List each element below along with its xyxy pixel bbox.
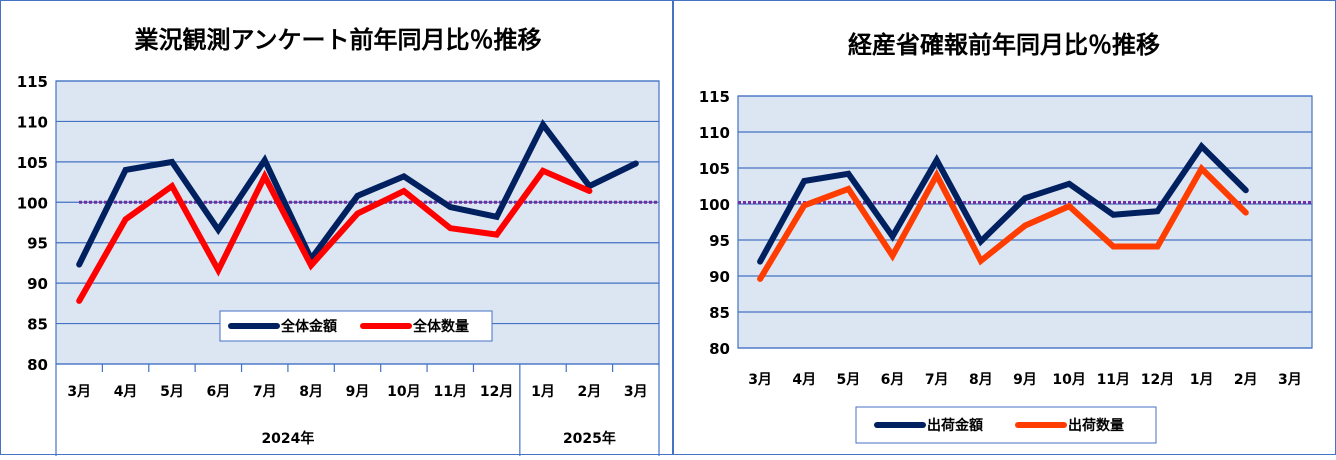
x-tick-label: 8月 xyxy=(969,372,993,388)
x-tick-label: 3月 xyxy=(624,384,648,400)
y-tick-label: 105 xyxy=(17,154,48,172)
x-tick-label: 3月 xyxy=(748,372,772,388)
x-tick-label: 2月 xyxy=(578,384,602,400)
chart-title: 業況観測アンケート前年同月比％推移 xyxy=(134,26,541,54)
left-chart: 業況観測アンケート前年同月比％推移 80 85 90 95 100 105 110 115 3月… xyxy=(17,26,660,456)
x-tick-label: 8月 xyxy=(299,384,323,400)
y-tick-label: 100 xyxy=(699,196,730,214)
legend-label-series-2: 全体数量 xyxy=(412,318,469,335)
x-tick-label: 7月 xyxy=(925,372,949,388)
plot-area xyxy=(737,95,1313,349)
x-tick-label: 1月 xyxy=(531,384,555,400)
y-tick-label: 90 xyxy=(27,275,48,293)
right-chart-panel: 経産省確報前年同月比％推移 80 85 90 95 100 105 110 115 3月 4月 5月… xyxy=(673,0,1336,455)
y-tick-label: 110 xyxy=(17,113,48,131)
x-tick-label: 5月 xyxy=(160,384,184,400)
y-tick-label: 90 xyxy=(709,268,730,286)
y-tick-label: 105 xyxy=(699,160,730,178)
year-group-label: 2025年 xyxy=(563,430,616,447)
x-tick-label: 11月 xyxy=(1097,372,1130,388)
x-tick-label: 4月 xyxy=(114,384,138,400)
y-tick-label: 95 xyxy=(27,235,48,253)
y-tick-label: 95 xyxy=(709,232,730,250)
x-tick-label: 11月 xyxy=(434,384,467,400)
y-tick-label: 110 xyxy=(699,124,730,142)
x-tick-label: 3月 xyxy=(67,384,91,400)
x-tick-label: 10月 xyxy=(1052,372,1085,388)
x-tick-label: 12月 xyxy=(1141,372,1174,388)
left-chart-panel: 業況観測アンケート前年同月比％推移 80 85 90 95 100 105 110 115 3月… xyxy=(0,0,673,456)
right-chart: 経産省確報前年同月比％推移 80 85 90 95 100 105 110 115 3月 4月 5月… xyxy=(699,31,1313,444)
y-tick-label: 85 xyxy=(27,316,48,334)
y-tick-label: 85 xyxy=(709,304,730,322)
legend: 出荷金額 出荷数量 xyxy=(855,406,1157,444)
series-line-1 xyxy=(757,141,1249,265)
x-tick-label: 3月 xyxy=(1278,372,1302,388)
x-tick-label: 10月 xyxy=(387,384,420,400)
legend: 全体金額 全体数量 xyxy=(219,310,493,342)
x-tick-label: 2月 xyxy=(1234,372,1258,388)
x-tick-label: 7月 xyxy=(253,384,277,400)
y-tick-label: 100 xyxy=(17,194,48,212)
y-tick-label: 115 xyxy=(17,73,48,91)
y-tick-label: 115 xyxy=(699,88,730,106)
y-tick-label: 80 xyxy=(27,356,48,374)
x-tick-label: 1月 xyxy=(1190,372,1214,388)
legend-label-series-2: 出荷数量 xyxy=(1068,417,1124,434)
legend-label-series-1: 出荷金額 xyxy=(927,417,983,434)
x-tick-label: 9月 xyxy=(1013,372,1037,388)
x-tick-label: 4月 xyxy=(792,372,816,388)
series-line-1 xyxy=(76,119,639,268)
y-tick-label: 80 xyxy=(709,340,730,358)
x-tick-label: 12月 xyxy=(480,384,513,400)
legend-label-series-1: 全体金額 xyxy=(280,318,337,335)
series-line-2 xyxy=(757,163,1249,282)
x-tick-label: 6月 xyxy=(881,372,905,388)
x-tick-label: 5月 xyxy=(837,372,861,388)
series-line-2 xyxy=(76,167,593,304)
x-tick-label: 6月 xyxy=(206,384,230,400)
chart-title: 経産省確報前年同月比％推移 xyxy=(848,31,1160,59)
x-tick-label: 9月 xyxy=(346,384,370,400)
year-group-label: 2024年 xyxy=(261,430,314,447)
